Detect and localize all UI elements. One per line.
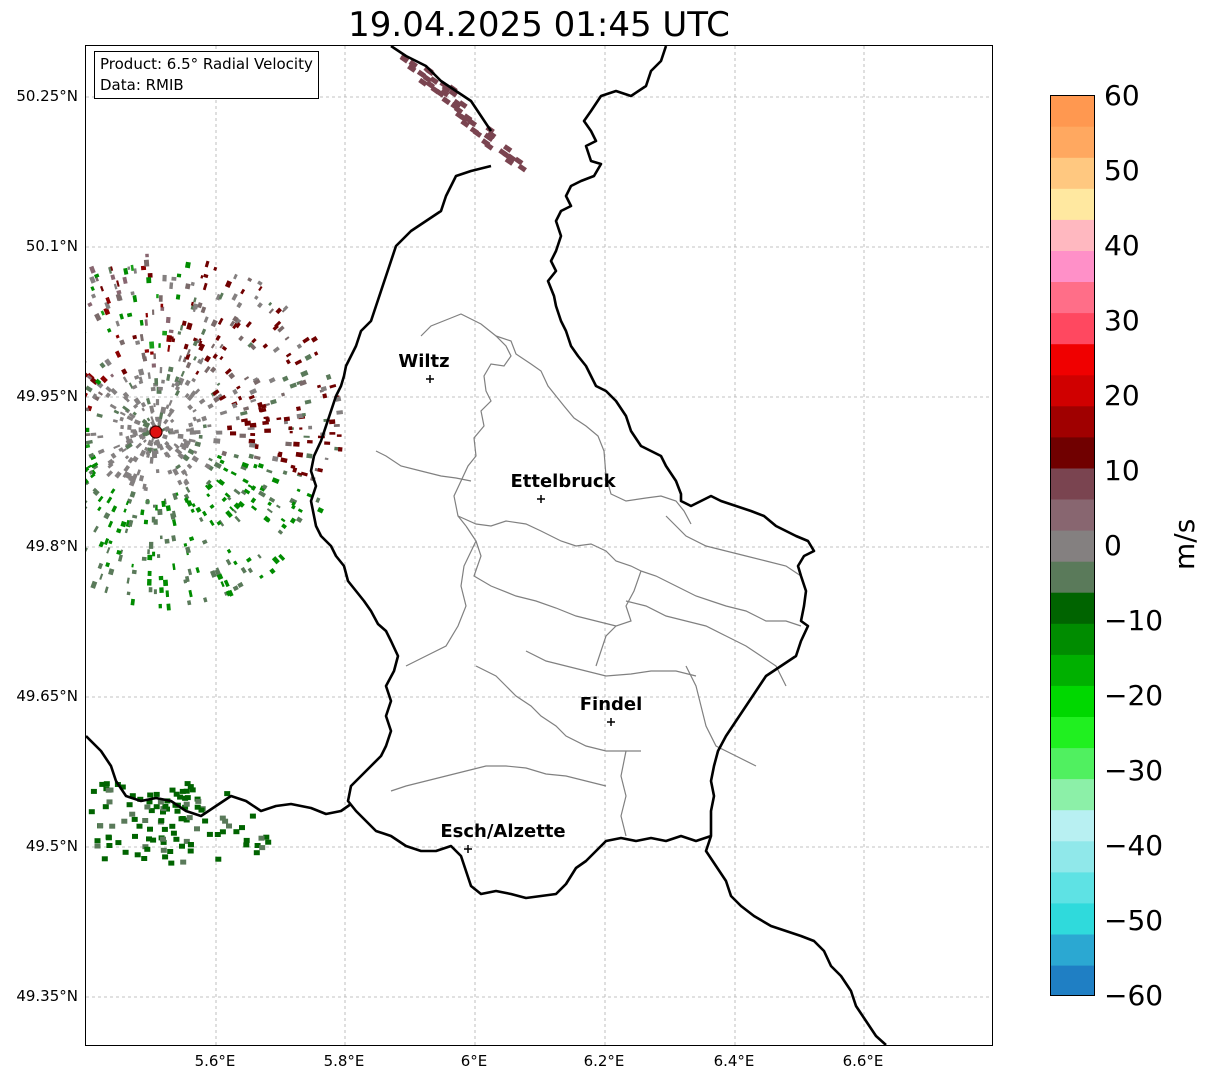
product-line: Product: 6.5° Radial Velocity: [100, 55, 313, 73]
colorbar-tick-minus30: −30: [1104, 754, 1164, 787]
colorbar-segment: [1050, 716, 1095, 749]
colorbar-tick-50: 50: [1104, 154, 1140, 187]
colorbar-tick-0: 0: [1104, 529, 1122, 562]
lat-label-50.25: 50.25°N: [16, 87, 78, 105]
colorbar-frame: [1050, 95, 1095, 996]
lat-label-49.5: 49.5°N: [25, 837, 78, 855]
colorbar-segment: [1050, 312, 1095, 345]
colorbar-segment: [1050, 778, 1095, 811]
city-markers: [426, 375, 615, 853]
data-source-line: Data: RMIB: [100, 76, 184, 94]
colorbar-segment: [1050, 467, 1095, 500]
colorbar-segment: [1050, 498, 1095, 531]
lon-label-5.6: 5.6°E: [194, 1052, 236, 1070]
colorbar-segment: [1050, 561, 1095, 593]
colorbar-tick-minus20: −20: [1104, 679, 1164, 712]
colorbar-segment: [1050, 405, 1095, 438]
lon-label-6.6: 6.6°E: [842, 1052, 884, 1070]
colorbar-tick-minus40: −40: [1104, 829, 1164, 862]
colorbar-segment: [1050, 809, 1095, 842]
lon-label-6: 6°E: [460, 1052, 488, 1070]
colorbar-tick-10: 10: [1104, 454, 1140, 487]
lat-label-49.65: 49.65°N: [16, 687, 78, 705]
colorbar-tick-40: 40: [1104, 229, 1140, 262]
colorbar-segment: [1050, 654, 1095, 686]
radar-map: [86, 46, 992, 1045]
colorbar-segment: [1050, 902, 1095, 935]
canton-boundaries: [375, 313, 802, 837]
colorbar-segment: [1050, 747, 1095, 780]
lon-label-6.2: 6.2°E: [583, 1052, 625, 1070]
country-borders: [86, 46, 887, 1045]
colorbar-unit-label: m/s: [1168, 518, 1201, 570]
colorbar-segment: [1050, 95, 1095, 127]
colorbar-segment: [1050, 871, 1095, 904]
colorbar-segment: [1050, 623, 1095, 655]
colorbar-tick-minus60: −60: [1104, 979, 1164, 1012]
city-label-esch-alzette: Esch/Alzette: [440, 821, 566, 842]
colorbar-segment: [1050, 964, 1095, 996]
lon-label-6.4: 6.4°E: [713, 1052, 755, 1070]
city-label-findel: Findel: [579, 694, 643, 715]
colorbar-segment: [1050, 592, 1095, 624]
colorbar-segment: [1050, 933, 1095, 966]
colorbar-tick-30: 30: [1104, 304, 1140, 337]
colorbar-segment: [1050, 685, 1095, 717]
radar-site-marker: [149, 425, 163, 439]
city-label-ettelbruck: Ettelbruck: [510, 471, 616, 492]
colorbar-segment: [1050, 530, 1095, 562]
product-info-box: Product: 6.5° Radial Velocity Data: RMIB: [94, 51, 319, 99]
colorbar-tick-minus10: −10: [1104, 604, 1164, 637]
lat-label-49.8: 49.8°N: [25, 537, 78, 555]
colorbar-tick-60: 60: [1104, 79, 1140, 112]
colorbar-segment: [1050, 343, 1095, 376]
map-panel[interactable]: [85, 45, 993, 1046]
gridlines: [86, 46, 992, 1045]
colorbar-segment: [1050, 374, 1095, 407]
colorbar-tick-20: 20: [1104, 379, 1140, 412]
colorbar-segment: [1050, 126, 1095, 158]
colorbar-segment: [1050, 188, 1095, 220]
lon-label-5.8: 5.8°E: [323, 1052, 365, 1070]
colorbar-tick-minus50: −50: [1104, 904, 1164, 937]
map-title: 19.04.2025 01:45 UTC: [348, 5, 730, 45]
lat-label-49.35: 49.35°N: [16, 987, 78, 1005]
colorbar-segment: [1050, 281, 1095, 314]
lat-label-50.1: 50.1°N: [25, 237, 78, 255]
colorbar-segment: [1050, 250, 1095, 282]
colorbar-gradient: [1050, 95, 1095, 996]
radar-echoes: [86, 53, 527, 866]
city-label-wiltz: Wiltz: [398, 351, 450, 372]
colorbar-segment: [1050, 157, 1095, 189]
lat-label-49.95: 49.95°N: [16, 387, 78, 405]
colorbar-segment: [1050, 840, 1095, 873]
colorbar-segment: [1050, 219, 1095, 251]
colorbar-segment: [1050, 436, 1095, 469]
